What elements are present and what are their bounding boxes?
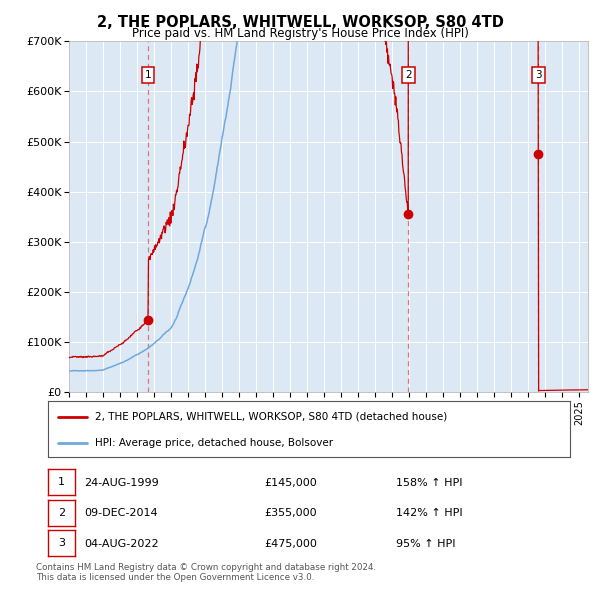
Text: This data is licensed under the Open Government Licence v3.0.: This data is licensed under the Open Gov… [36, 573, 314, 582]
Text: 2: 2 [405, 70, 412, 80]
Text: HPI: Average price, detached house, Bolsover: HPI: Average price, detached house, Bols… [95, 438, 333, 448]
Text: 2: 2 [58, 508, 65, 517]
Text: £145,000: £145,000 [264, 478, 317, 487]
Text: 2, THE POPLARS, WHITWELL, WORKSOP, S80 4TD (detached house): 2, THE POPLARS, WHITWELL, WORKSOP, S80 4… [95, 412, 447, 422]
Text: 2, THE POPLARS, WHITWELL, WORKSOP, S80 4TD: 2, THE POPLARS, WHITWELL, WORKSOP, S80 4… [97, 15, 503, 30]
Text: 95% ↑ HPI: 95% ↑ HPI [396, 539, 455, 549]
Text: 04-AUG-2022: 04-AUG-2022 [84, 539, 158, 549]
Text: Price paid vs. HM Land Registry's House Price Index (HPI): Price paid vs. HM Land Registry's House … [131, 27, 469, 40]
Text: 09-DEC-2014: 09-DEC-2014 [84, 509, 158, 518]
Text: 1: 1 [145, 70, 151, 80]
Text: Contains HM Land Registry data © Crown copyright and database right 2024.: Contains HM Land Registry data © Crown c… [36, 563, 376, 572]
Text: £355,000: £355,000 [264, 509, 317, 518]
Text: £475,000: £475,000 [264, 539, 317, 549]
Text: 24-AUG-1999: 24-AUG-1999 [84, 478, 159, 487]
Text: 1: 1 [58, 477, 65, 487]
Text: 3: 3 [535, 70, 542, 80]
Text: 158% ↑ HPI: 158% ↑ HPI [396, 478, 463, 487]
Text: 142% ↑ HPI: 142% ↑ HPI [396, 509, 463, 518]
Text: 3: 3 [58, 539, 65, 548]
